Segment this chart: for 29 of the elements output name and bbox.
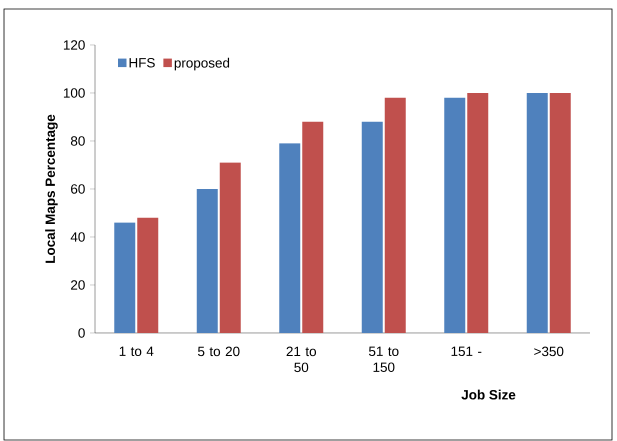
y-tick-label: 20: [71, 280, 85, 290]
x-tick-label: >350: [534, 346, 564, 356]
x-tick-label: 151 -: [452, 346, 482, 356]
bar: [444, 98, 466, 333]
bar: [550, 92, 571, 333]
x-axis-title: Job Size: [461, 390, 516, 400]
bar: [137, 218, 158, 333]
legend-label: HFS: [130, 58, 155, 68]
y-tick-label: 80: [70, 136, 85, 146]
bar: [196, 188, 218, 333]
bar: [467, 92, 488, 333]
bar: [279, 143, 300, 333]
bar: [384, 98, 406, 333]
x-tick-label: 51 to 150: [368, 346, 399, 372]
legend-label: proposed: [174, 58, 230, 70]
bar: [220, 162, 241, 333]
y-tick-label: 120: [64, 40, 85, 50]
x-tick-label: 21 to 50: [286, 346, 316, 372]
x-tick-label: 5 to 20: [198, 346, 240, 356]
y-axis-title: Local Maps Percentage: [45, 114, 58, 263]
x-tick-label: 1 to 4: [120, 346, 154, 356]
bar: [362, 122, 383, 333]
y-tick-label: 40: [70, 232, 85, 242]
bar: [114, 222, 136, 333]
bar: [302, 122, 324, 333]
y-tick-label: 60: [71, 184, 85, 194]
y-tick-label: 100: [64, 88, 85, 98]
y-tick-label: 0: [78, 328, 85, 338]
bar: [526, 92, 548, 333]
